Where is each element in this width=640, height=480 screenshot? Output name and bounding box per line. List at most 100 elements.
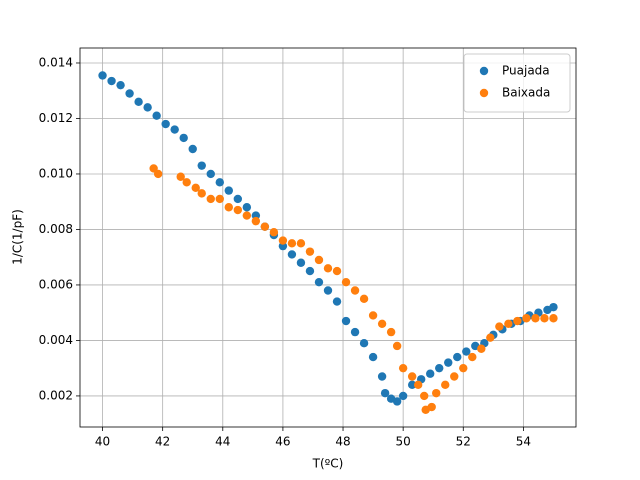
point bbox=[459, 363, 468, 373]
point bbox=[413, 380, 423, 390]
point bbox=[398, 391, 408, 401]
legend-marker bbox=[479, 88, 489, 98]
point bbox=[251, 216, 261, 226]
point bbox=[477, 344, 486, 353]
point bbox=[513, 316, 522, 326]
point bbox=[332, 266, 342, 276]
x-tick-label: 40 bbox=[95, 435, 110, 449]
point bbox=[504, 319, 513, 328]
point bbox=[368, 352, 378, 362]
point bbox=[377, 372, 387, 381]
y-tick-label: 0.014 bbox=[39, 55, 73, 69]
x-tick-label: 44 bbox=[215, 435, 230, 449]
point bbox=[426, 369, 435, 378]
point bbox=[116, 80, 125, 90]
y-tick-label: 0.012 bbox=[39, 111, 73, 125]
legend-marker bbox=[479, 66, 489, 76]
point bbox=[125, 89, 134, 98]
point bbox=[197, 161, 206, 170]
point bbox=[323, 286, 333, 295]
plot-frame bbox=[79, 47, 577, 428]
point bbox=[486, 333, 495, 342]
point bbox=[278, 236, 288, 245]
point bbox=[427, 402, 436, 412]
point bbox=[233, 205, 243, 215]
point bbox=[170, 125, 179, 134]
x-axis-label: T(ºC) bbox=[312, 457, 344, 471]
point bbox=[432, 388, 441, 398]
y-tick-label: 0.002 bbox=[39, 388, 73, 402]
point bbox=[153, 169, 163, 179]
point bbox=[386, 327, 396, 337]
point bbox=[242, 203, 252, 212]
point bbox=[206, 194, 215, 204]
point bbox=[398, 363, 408, 373]
point bbox=[323, 264, 333, 273]
point bbox=[176, 172, 185, 181]
x-tick-label: 54 bbox=[516, 435, 531, 449]
point bbox=[444, 358, 453, 367]
point bbox=[341, 277, 351, 287]
point bbox=[233, 194, 243, 204]
point bbox=[242, 211, 252, 220]
point bbox=[468, 352, 477, 362]
x-tick-label: 50 bbox=[396, 435, 411, 449]
point bbox=[359, 294, 369, 304]
point bbox=[368, 311, 378, 320]
point bbox=[350, 286, 360, 295]
point bbox=[161, 119, 170, 129]
point bbox=[540, 314, 549, 323]
y-axis-label: 1/C(1/pF) bbox=[11, 209, 25, 265]
point bbox=[98, 71, 107, 80]
point bbox=[380, 388, 390, 398]
point bbox=[435, 363, 444, 373]
x-tick-label: 48 bbox=[335, 435, 350, 449]
point bbox=[453, 352, 462, 362]
point bbox=[191, 183, 200, 193]
point bbox=[341, 316, 351, 326]
point bbox=[287, 250, 297, 259]
point bbox=[314, 277, 324, 287]
point bbox=[359, 339, 369, 348]
point bbox=[314, 255, 324, 265]
point bbox=[296, 258, 306, 267]
legend-label: Puajada bbox=[502, 64, 550, 78]
point bbox=[407, 372, 417, 381]
y-tick-label: 0.006 bbox=[39, 277, 73, 291]
point bbox=[531, 314, 540, 323]
point bbox=[188, 144, 197, 154]
point bbox=[134, 97, 143, 107]
legend-box bbox=[463, 53, 571, 113]
point bbox=[224, 186, 233, 195]
point bbox=[305, 247, 315, 256]
point bbox=[107, 76, 116, 86]
point bbox=[522, 314, 531, 323]
point bbox=[332, 297, 342, 306]
point bbox=[269, 228, 279, 237]
point bbox=[197, 189, 206, 198]
point bbox=[350, 327, 360, 337]
point bbox=[392, 341, 402, 351]
x-tick-label: 46 bbox=[275, 435, 290, 449]
point bbox=[549, 302, 558, 312]
point bbox=[287, 239, 297, 248]
point bbox=[305, 266, 315, 276]
point bbox=[296, 239, 306, 248]
y-tick-label: 0.004 bbox=[39, 333, 73, 347]
y-tick-label: 0.008 bbox=[39, 222, 73, 236]
point bbox=[215, 194, 224, 204]
point bbox=[206, 169, 215, 179]
point bbox=[179, 133, 188, 143]
point bbox=[462, 347, 471, 356]
point bbox=[549, 314, 558, 323]
point bbox=[149, 164, 158, 173]
point bbox=[450, 372, 459, 381]
y-tick-label: 0.010 bbox=[39, 166, 73, 180]
x-tick-label: 52 bbox=[456, 435, 471, 449]
point bbox=[143, 103, 152, 112]
point bbox=[407, 380, 417, 390]
point bbox=[260, 222, 270, 231]
legend-label: Baixada bbox=[502, 86, 550, 100]
point bbox=[392, 397, 402, 406]
